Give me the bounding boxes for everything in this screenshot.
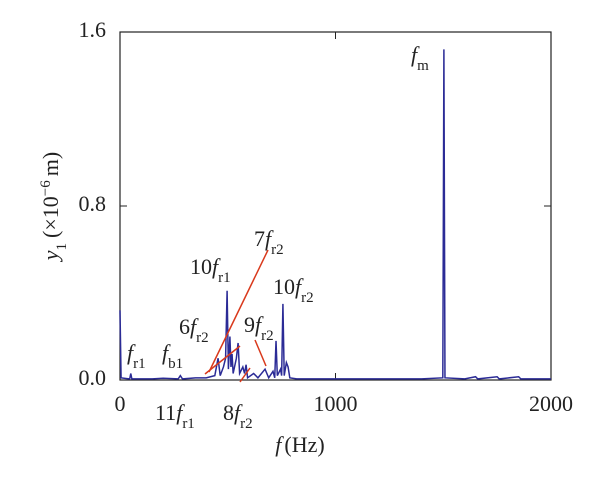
variable: f (176, 400, 185, 425)
subscript: r1 (218, 270, 231, 286)
variable: f (255, 312, 264, 337)
annotation: fr1 (127, 340, 146, 372)
y-tick-label: 0.8 (79, 191, 107, 216)
annotation: 9fr2 (244, 312, 274, 344)
coefficient: 10 (273, 274, 295, 299)
variable: f (275, 432, 284, 457)
coefficient: 7 (254, 226, 265, 251)
leader-line (204, 345, 241, 375)
y-axis-label-group: y1 (×10−6 m) (38, 152, 70, 262)
variable: f (411, 42, 420, 67)
variable: f (162, 340, 171, 365)
coefficient: 10 (190, 254, 212, 279)
label-text: (Hz) (284, 432, 324, 457)
spectrum-line (119, 49, 551, 380)
annotation: 7fr2 (254, 226, 284, 258)
annotation: 6fr2 (179, 314, 209, 346)
coefficient: 8 (223, 400, 234, 425)
unit: m) (38, 152, 63, 176)
label-text: (×10 (38, 196, 63, 238)
annotation: 8fr2 (223, 400, 253, 432)
annotation: fb1 (162, 340, 183, 372)
subscript: r2 (196, 330, 209, 346)
subscript: m (417, 58, 429, 74)
leader-line (254, 339, 267, 367)
x-tick-label: 2000 (529, 391, 573, 416)
x-axis-label: f (Hz) (275, 432, 324, 457)
subscript: r1 (182, 416, 195, 432)
variable: f (295, 274, 304, 299)
annotation: 10fr2 (273, 274, 314, 306)
y-tick-label: 0.0 (79, 365, 107, 390)
annotation: 10fr1 (190, 254, 231, 286)
y-axis-label: y1 (×10−6 m) (38, 152, 70, 262)
annotation: fm (411, 42, 429, 74)
leader-line (239, 367, 251, 383)
variable: f (234, 400, 243, 425)
subscript: r2 (261, 328, 274, 344)
x-tick-label: 1000 (314, 391, 358, 416)
variable: y (38, 250, 63, 262)
x-tick-label: 0 (115, 391, 126, 416)
annotation: 11fr1 (155, 400, 195, 432)
y-tick-label: 1.6 (79, 17, 107, 42)
subscript: r2 (271, 242, 284, 258)
variable: f (190, 314, 199, 339)
variable: f (265, 226, 274, 251)
coefficient: 9 (244, 312, 255, 337)
subscript: r1 (133, 356, 146, 372)
coefficient: 11 (155, 400, 176, 425)
subscript: 1 (54, 243, 70, 251)
coefficient: 6 (179, 314, 190, 339)
superscript: −6 (38, 180, 54, 196)
variable: f (127, 340, 136, 365)
subscript: r2 (240, 416, 253, 432)
leader-line (208, 249, 269, 373)
subscript: b1 (168, 356, 183, 372)
variable: f (212, 254, 221, 279)
subscript: r2 (301, 290, 314, 306)
